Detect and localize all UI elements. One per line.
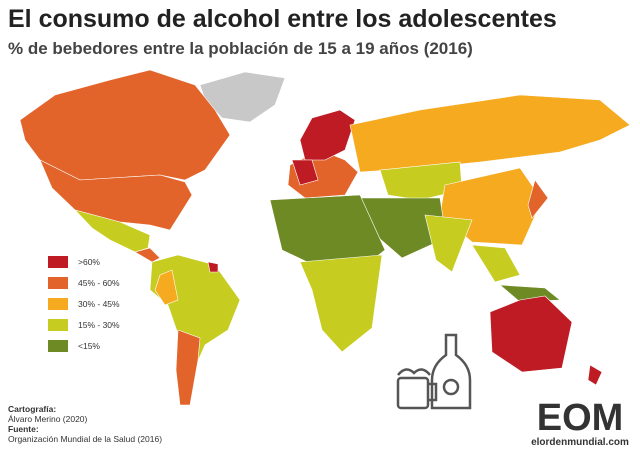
legend-swatch bbox=[48, 256, 68, 268]
world-map bbox=[19, 69, 631, 406]
southeast-asia bbox=[471, 244, 521, 283]
legend-swatch bbox=[48, 277, 68, 289]
western-europe bbox=[291, 159, 319, 186]
usa bbox=[39, 159, 193, 231]
central-asia bbox=[379, 161, 463, 201]
southern-africa bbox=[299, 254, 383, 353]
cartography-label: Cartografía: bbox=[8, 404, 56, 414]
legend-swatch bbox=[48, 319, 68, 331]
india bbox=[424, 214, 473, 273]
scandinavia bbox=[299, 109, 356, 161]
logo-site: elordenmundial.com bbox=[531, 437, 629, 448]
source: Organización Mundial de la Salud (2016) bbox=[8, 434, 162, 444]
legend-label: <15% bbox=[78, 341, 100, 351]
legend: >60% 45% - 60% 30% - 45% 15% - 30% <15% bbox=[48, 256, 120, 352]
new-zealand bbox=[587, 364, 603, 386]
cartography: Álvaro Merino (2020) bbox=[8, 414, 88, 424]
legend-swatch bbox=[48, 340, 68, 352]
title: El consumo de alcohol entre los adolesce… bbox=[8, 5, 557, 33]
legend-label: 15% - 30% bbox=[78, 320, 120, 330]
source-label: Fuente: bbox=[8, 424, 39, 434]
legend-label: 45% - 60% bbox=[78, 278, 120, 288]
logo-mark: EOM bbox=[537, 397, 624, 439]
australia bbox=[489, 295, 573, 373]
drinks-icon bbox=[396, 333, 472, 410]
guyana bbox=[207, 261, 219, 273]
legend-label: >60% bbox=[78, 257, 100, 267]
japan bbox=[527, 179, 549, 219]
legend-swatch bbox=[48, 298, 68, 310]
argentina bbox=[175, 329, 201, 406]
subtitle: % de bebedores entre la población de 15 … bbox=[8, 39, 473, 58]
peru bbox=[154, 269, 179, 306]
legend-label: 30% - 45% bbox=[78, 299, 120, 309]
central-america bbox=[134, 247, 161, 263]
